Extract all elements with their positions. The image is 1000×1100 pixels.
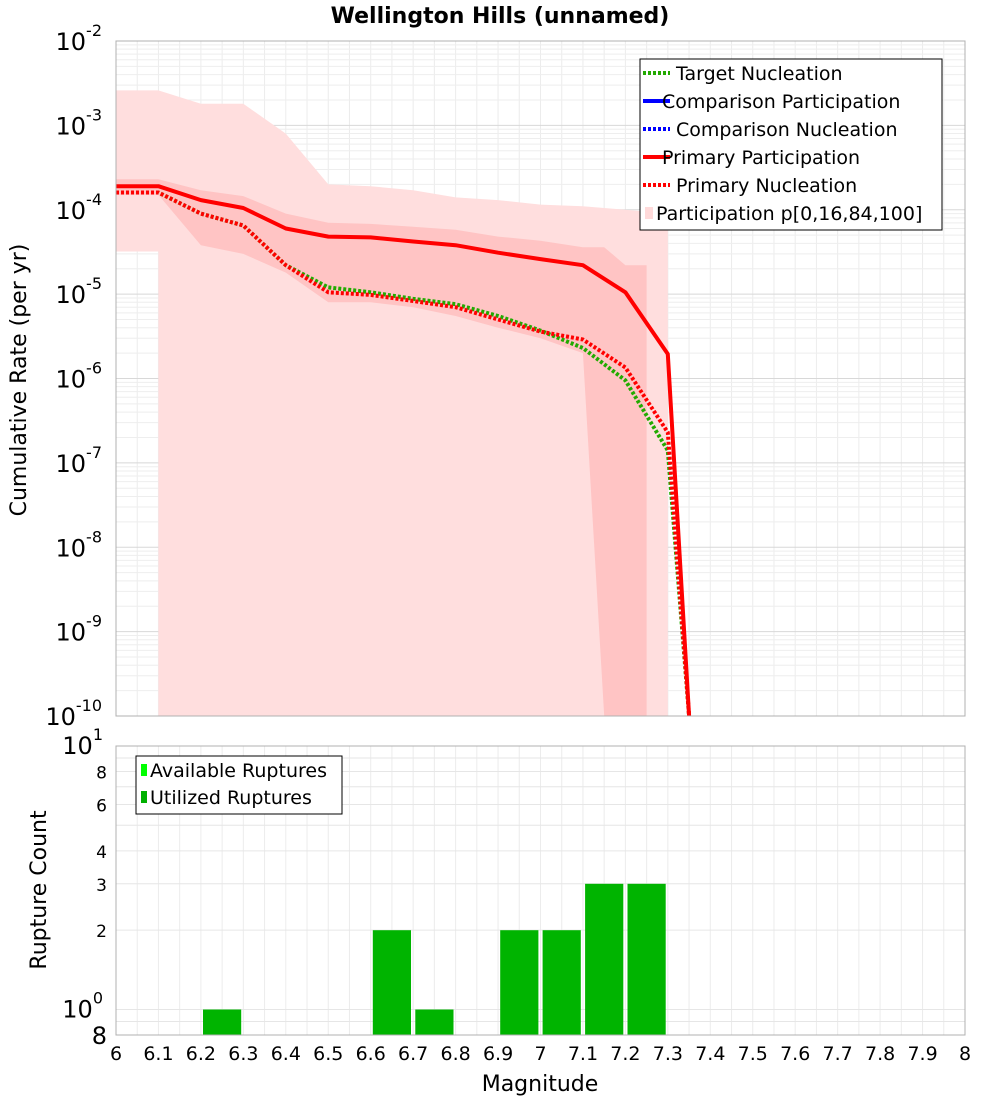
rupture-count-bar — [627, 883, 666, 1035]
legend-label: Participation p[0,16,84,100] — [656, 203, 922, 225]
legend-swatch — [141, 791, 147, 803]
top-y-tick-label: 10-10 — [45, 696, 102, 731]
x-tick-labels: 6 6.1 6.2 6.3 6.4 6.5 6.6 6.7 6.8 6.9 7 7.1 7.2 7.3 7.… — [110, 1043, 971, 1065]
x-tick-label: 6.1 — [143, 1043, 173, 1065]
x-tick-label: 6.9 — [483, 1043, 513, 1065]
x-tick-label: 6.7 — [398, 1043, 428, 1065]
bottom-bars — [203, 883, 666, 1035]
x-tick-label: 6 — [110, 1043, 122, 1065]
rupture-count-bar — [415, 1009, 454, 1035]
x-tick-label: 6.6 — [356, 1043, 386, 1065]
x-tick-label: 7.1 — [568, 1043, 598, 1065]
top-y-tick-label: 10-6 — [56, 359, 103, 394]
x-tick-label: 7 — [534, 1043, 546, 1065]
bottom-y-tick-label: 8 — [92, 1022, 107, 1050]
bottom-y-tick-label: 3 — [96, 876, 107, 896]
legend-label: Utilized Ruptures — [150, 787, 312, 809]
top-series-lines — [116, 184, 692, 717]
x-tick-label: 7.5 — [738, 1043, 768, 1065]
x-axis-label: Magnitude — [482, 1072, 599, 1097]
x-tick-label: 6.2 — [186, 1043, 216, 1065]
bottom-y-tick-label: 100 — [62, 988, 103, 1023]
series-line-primary-participation — [116, 184, 692, 717]
bottom-y-tick-label: 8 — [96, 764, 107, 784]
top-y-tick-label: 10-9 — [56, 612, 103, 647]
legend-label: Primary Nucleation — [676, 175, 857, 197]
bottom-y-tick-label: 6 — [96, 796, 107, 816]
rupture-count-bar — [203, 1009, 242, 1035]
top-y-tick-label: 10-4 — [56, 190, 103, 225]
rupture-count-bar — [542, 930, 581, 1035]
top-percentile-bands — [116, 90, 668, 716]
top-y-axis-label: Cumulative Rate (per yr) — [7, 244, 32, 517]
top-legend-box — [639, 58, 943, 231]
x-tick-label: 7.4 — [695, 1043, 725, 1065]
bottom-y-axis-label: Rupture Count — [27, 810, 52, 970]
top-legend: Target Nucleation Comparison Participatio… — [639, 58, 943, 231]
band-p16-p84 — [116, 179, 647, 716]
x-tick-label: 7.6 — [780, 1043, 810, 1065]
bottom-legend-box — [135, 755, 343, 815]
x-tick-label: 6.5 — [313, 1043, 343, 1065]
top-plot-frame — [115, 40, 966, 717]
top-y-tick-labels: 10-2 10-3 10-4 10-5 10-6 10-7 10-8 10-9 10-10 — [45, 21, 102, 731]
x-tick-label: 7.9 — [907, 1043, 937, 1065]
chart-title: Wellington Hills (unnamed) — [331, 4, 670, 29]
legend-label: Comparison Nucleation — [676, 119, 898, 141]
rupture-count-bar — [372, 930, 411, 1035]
top-y-tick-label: 10-8 — [56, 527, 103, 562]
legend-label: Available Ruptures — [150, 760, 327, 782]
bottom-y-tick-label: 101 — [62, 725, 103, 760]
x-tick-label: 7.8 — [865, 1043, 895, 1065]
bottom-legend: Available Ruptures Utilized Ruptures — [135, 755, 343, 815]
x-tick-label: 7.2 — [610, 1043, 640, 1065]
x-tick-label: 7.3 — [653, 1043, 683, 1065]
series-line-primary-nucleation — [116, 190, 692, 717]
legend-label: Target Nucleation — [675, 63, 843, 85]
top-y-tick-label: 10-2 — [56, 21, 103, 56]
top-y-tick-label: 10-7 — [56, 443, 103, 478]
x-tick-label: 6.3 — [228, 1043, 258, 1065]
legend-swatch — [141, 764, 147, 776]
x-tick-label: 6.4 — [271, 1043, 301, 1065]
series-line-target-nucleation — [116, 190, 692, 717]
x-tick-label: 7.7 — [823, 1043, 853, 1065]
legend-label: Primary Participation — [662, 147, 860, 169]
top-y-tick-label: 10-5 — [56, 274, 103, 309]
x-tick-label: 6.8 — [440, 1043, 470, 1065]
legend-swatch — [645, 207, 653, 219]
rupture-count-bar — [585, 883, 624, 1035]
legend-label: Comparison Participation — [662, 91, 900, 113]
x-tick-label: 8 — [959, 1043, 971, 1065]
rupture-count-bar — [500, 930, 539, 1035]
bottom-y-tick-label: 4 — [96, 843, 107, 863]
top-y-tick-label: 10-3 — [56, 105, 103, 140]
bottom-plot-frame — [115, 745, 966, 1036]
bottom-y-tick-label: 2 — [96, 922, 107, 942]
